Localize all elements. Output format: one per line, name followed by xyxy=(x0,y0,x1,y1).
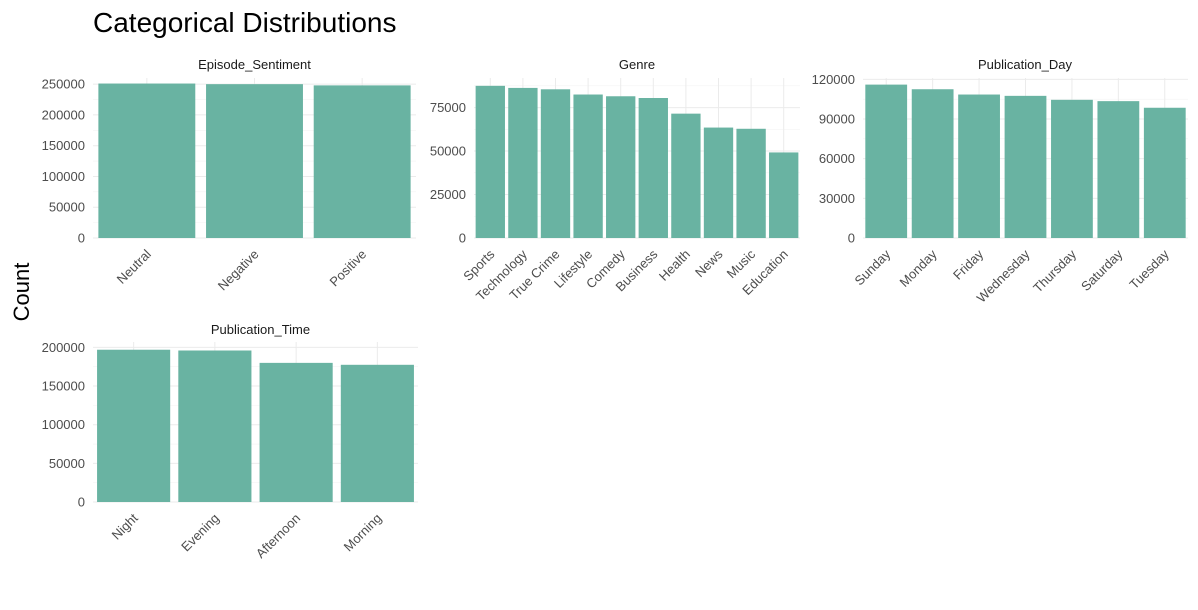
bar xyxy=(98,83,196,239)
bar xyxy=(1004,95,1047,238)
y-tick-label: 25000 xyxy=(430,187,466,202)
y-tick-label: 120000 xyxy=(812,72,855,87)
bar xyxy=(638,98,668,238)
y-tick-label: 75000 xyxy=(430,100,466,115)
facet-strip-label: Genre xyxy=(619,57,655,72)
bar xyxy=(540,89,571,238)
bar xyxy=(865,84,908,238)
x-tick-label: Afternoon xyxy=(253,511,303,561)
y-tick-label: 150000 xyxy=(42,379,85,394)
bar xyxy=(475,85,505,239)
x-tick-label: News xyxy=(692,246,726,280)
x-tick-label: Tuesday xyxy=(1126,246,1172,292)
y-tick-label: 250000 xyxy=(42,77,85,92)
facet-strip-label: Publication_Day xyxy=(978,57,1072,72)
bar xyxy=(703,127,734,238)
facet-strip-label: Publication_Time xyxy=(211,322,310,337)
x-tick-label: Night xyxy=(109,510,141,542)
facet-strip-label: Episode_Sentiment xyxy=(198,57,311,72)
x-tick-label: Thursday xyxy=(1030,246,1079,295)
x-tick-label: Morning xyxy=(341,511,385,555)
y-tick-label: 100000 xyxy=(42,417,85,432)
bar xyxy=(769,152,799,238)
bar xyxy=(259,362,333,502)
bar xyxy=(178,350,252,502)
y-tick-label: 50000 xyxy=(49,200,85,215)
y-tick-label: 100000 xyxy=(42,169,85,184)
bar xyxy=(1143,107,1186,238)
x-tick-label: Monday xyxy=(896,246,940,290)
facet-panel-genre: Genre 0250005000075000SportsTechnologyTr… xyxy=(430,57,800,304)
y-tick-label: 0 xyxy=(78,231,85,246)
x-tick-label: Evening xyxy=(178,511,222,555)
y-tick-label: 30000 xyxy=(819,191,855,206)
bar xyxy=(97,349,171,502)
facet-panel-episode-sentiment: Episode_Sentiment 0 50000 100000 150000 2000… xyxy=(42,57,416,293)
bar xyxy=(1051,99,1093,239)
bar xyxy=(911,89,954,238)
facet-panel-publication-time: Publication_Time 0 50000 100000 150000 20000… xyxy=(42,322,418,561)
y-tick-label: 0 xyxy=(459,231,466,246)
y-tick-label: 0 xyxy=(848,231,855,246)
x-tick-label: Positive xyxy=(326,247,369,290)
x-tick-label: Sunday xyxy=(852,246,894,288)
y-tick-label: 200000 xyxy=(42,107,85,122)
bar xyxy=(313,85,411,238)
bar xyxy=(340,364,414,502)
x-tick-label: Negative xyxy=(215,247,262,294)
y-tick-label: 200000 xyxy=(42,340,85,355)
bar xyxy=(671,113,701,238)
x-tick-label: Health xyxy=(656,247,693,284)
facet-panel-publication-day: Publication_Day 0 30000 60000 90000 120000 Su… xyxy=(812,57,1188,306)
y-tick-label: 50000 xyxy=(430,144,466,159)
bar xyxy=(508,87,538,238)
y-axis-label: Count xyxy=(9,263,34,322)
bar xyxy=(1097,101,1140,238)
y-tick-label: 90000 xyxy=(819,111,855,126)
x-tick-label: Neutral xyxy=(114,246,154,286)
bar xyxy=(573,94,603,239)
bar xyxy=(958,94,1000,238)
y-tick-label: 50000 xyxy=(49,456,85,471)
x-tick-label: Saturday xyxy=(1078,246,1126,294)
bar xyxy=(736,128,766,238)
bar xyxy=(606,96,636,239)
y-tick-label: 60000 xyxy=(819,151,855,166)
bar xyxy=(206,84,303,239)
y-tick-label: 0 xyxy=(78,495,85,510)
x-tick-label: Friday xyxy=(950,246,986,282)
y-tick-label: 150000 xyxy=(42,138,85,153)
chart-title: Categorical Distributions xyxy=(93,7,396,38)
